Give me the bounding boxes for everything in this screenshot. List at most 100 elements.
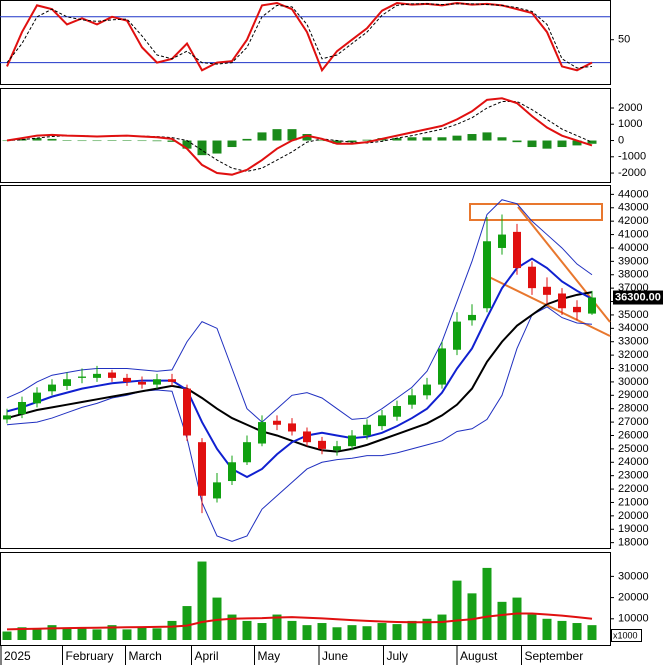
overlay-line	[6, 306, 593, 542]
overlay-line	[6, 199, 593, 423]
candle-body	[498, 234, 506, 248]
bar	[242, 620, 252, 640]
candle-body	[588, 297, 596, 314]
bar	[272, 129, 282, 141]
y-tick-label: 35000	[618, 309, 649, 321]
bar	[437, 137, 447, 141]
y-tick-label: 24000	[618, 456, 649, 468]
bar	[527, 140, 537, 148]
candle-body	[138, 381, 146, 385]
x-tick-label: August	[460, 649, 498, 663]
bar	[152, 628, 162, 640]
candle-body	[213, 482, 221, 499]
y-tick-label: 27000	[618, 416, 649, 428]
candle-body	[123, 377, 131, 382]
y-tick-label: 29000	[618, 389, 649, 401]
bar	[452, 580, 462, 640]
bar	[122, 140, 132, 141]
y-tick-label: 21000	[618, 496, 649, 508]
bar	[2, 140, 12, 142]
x-tick-label: June	[322, 649, 348, 663]
y-tick-label: 10000	[618, 613, 649, 625]
candle-body	[3, 415, 11, 420]
y-tick-label: 33000	[618, 336, 649, 348]
bar	[512, 140, 522, 143]
candle-body	[153, 379, 161, 385]
bar	[77, 140, 87, 142]
candle-body	[93, 373, 101, 378]
x-tick-label: May	[258, 649, 281, 663]
candle-body	[468, 314, 476, 321]
bar	[407, 137, 417, 141]
y-tick-label: 18000	[618, 537, 649, 549]
candle-body	[438, 348, 446, 385]
bar	[302, 625, 312, 640]
candle-body	[258, 422, 266, 444]
bar	[257, 132, 267, 141]
bar	[377, 623, 387, 640]
candle-body	[288, 423, 296, 432]
candle-body	[33, 392, 41, 404]
y-tick-label: 34000	[618, 322, 649, 334]
bar	[197, 140, 207, 156]
y-tick-label: 19000	[618, 523, 649, 535]
candle-body	[108, 372, 116, 378]
bar	[287, 620, 297, 640]
candle-body	[333, 446, 341, 451]
y-tick-label: 30000	[618, 570, 649, 582]
macd-panel	[0, 88, 611, 183]
last-price-label: 36300.00	[615, 291, 661, 303]
bar	[182, 606, 192, 640]
candle-body	[543, 286, 551, 295]
x-tick-label: September	[525, 649, 584, 663]
trend-line	[486, 275, 611, 337]
y-tick-label: 23000	[618, 470, 649, 482]
resistance-box	[469, 203, 603, 221]
candle-body	[408, 395, 416, 405]
y-tick-label: 42000	[618, 215, 649, 227]
bar	[572, 140, 582, 146]
bar	[242, 138, 252, 141]
candle-body	[183, 388, 191, 436]
last-price-box	[613, 290, 663, 305]
candle-body	[18, 401, 26, 415]
candle-body	[528, 266, 536, 289]
bar	[92, 140, 102, 142]
x-tick-label: March	[129, 649, 162, 663]
bar	[497, 601, 507, 640]
bar	[107, 140, 117, 141]
overlay-line	[6, 291, 593, 453]
bar	[362, 626, 372, 640]
bar	[47, 138, 57, 141]
bar	[392, 624, 402, 640]
candle-body	[273, 420, 281, 425]
candle-body	[198, 442, 206, 496]
bar	[557, 140, 567, 148]
line	[6, 3, 593, 69]
bar	[62, 628, 72, 640]
y-tick-label: 38000	[618, 269, 649, 281]
bar	[407, 620, 417, 640]
stochastic-panel	[0, 0, 611, 85]
bar	[482, 567, 492, 640]
bar	[287, 129, 297, 141]
volume-panel	[0, 552, 611, 646]
candle-body	[513, 231, 521, 269]
candle-body	[78, 376, 86, 378]
y-tick-label: 31000	[618, 362, 649, 374]
candle-body	[318, 440, 326, 449]
candle-body	[303, 431, 311, 443]
y-tick-label: 25000	[618, 443, 649, 455]
bar	[587, 625, 597, 640]
line	[6, 2, 593, 73]
bar	[542, 140, 552, 149]
candle-body	[558, 293, 566, 309]
price-panel	[0, 185, 611, 549]
y-tick-label: 50	[618, 34, 630, 46]
bar	[212, 597, 222, 640]
bar	[497, 137, 507, 141]
candle-body	[453, 321, 461, 350]
bar	[32, 629, 42, 640]
bar	[47, 625, 57, 640]
bar	[122, 629, 132, 640]
